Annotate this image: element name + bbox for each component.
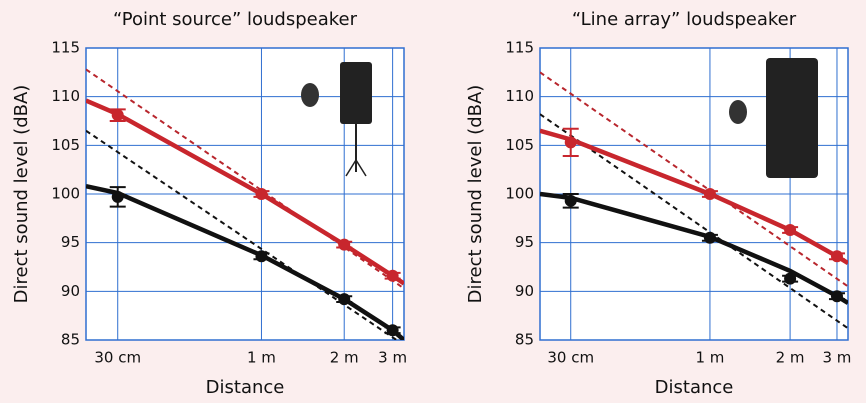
y-tick-label: 115 <box>505 39 534 57</box>
speaker-icon <box>301 58 818 178</box>
y-tick-label: 95 <box>61 233 80 251</box>
x-axis-label: Distance <box>206 377 285 398</box>
x-axis-label: Distance <box>655 377 734 398</box>
x-tick-label: 2 m <box>330 349 359 367</box>
y-tick-label: 105 <box>505 136 534 154</box>
data-point <box>255 188 268 200</box>
x-tick-label: 3 m <box>823 349 852 367</box>
x-tick-label: 1 m <box>695 349 724 367</box>
data-point <box>111 109 124 122</box>
x-tick-label: 30 cm <box>547 349 594 367</box>
y-axis-label: Direct sound level (dBA) <box>11 85 32 304</box>
plot-frame <box>85 47 405 341</box>
y-tick-label: 105 <box>51 136 80 154</box>
data-point <box>784 224 797 237</box>
chart-title: “Line array” loudspeaker <box>572 9 797 30</box>
data-point <box>564 136 577 149</box>
y-tick-label: 115 <box>51 39 80 57</box>
data-point <box>255 250 268 263</box>
y-tick-label: 100 <box>51 185 80 203</box>
y-tick-label: 110 <box>505 87 534 105</box>
x-tick-label: 30 cm <box>94 349 141 367</box>
data-point <box>386 324 399 337</box>
data-point <box>338 293 351 306</box>
y-tick-label: 110 <box>51 87 80 105</box>
data-point <box>111 190 124 203</box>
data-point <box>784 272 797 285</box>
y-tick-label: 95 <box>515 233 534 251</box>
data-point <box>703 188 716 200</box>
data-point <box>703 231 716 244</box>
y-tick-label: 100 <box>505 185 534 203</box>
data-point <box>564 194 577 207</box>
chart-title: “Point source” loudspeaker <box>113 9 358 30</box>
data-point <box>830 290 843 303</box>
data-point <box>386 269 399 282</box>
y-tick-label: 85 <box>61 331 80 349</box>
y-tick-label: 90 <box>61 282 80 300</box>
x-tick-label: 1 m <box>247 349 276 367</box>
x-tick-label: 2 m <box>776 349 805 367</box>
data-point <box>830 250 843 263</box>
data-point <box>338 238 351 251</box>
reference-line <box>86 68 404 290</box>
y-axis-label: Direct sound level (dBA) <box>465 85 486 304</box>
y-tick-label: 85 <box>515 331 534 349</box>
x-tick-label: 3 m <box>378 349 407 367</box>
y-tick-label: 90 <box>515 282 534 300</box>
